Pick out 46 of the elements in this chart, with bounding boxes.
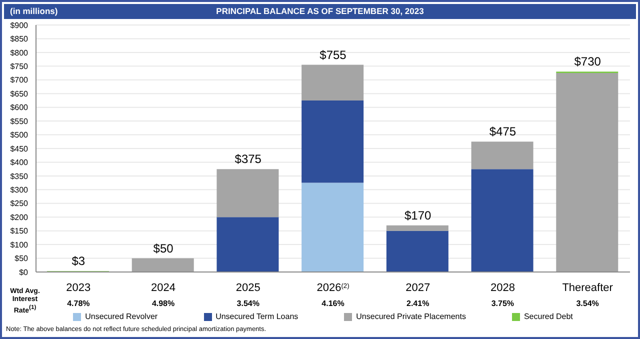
x-tick-label: 2026$^{(2)}$ — [316, 282, 350, 294]
y-tick-label: $650 — [10, 89, 29, 98]
legend-label: Unsecured Term Loans — [216, 312, 298, 321]
total-label: $755 — [320, 48, 347, 62]
y-tick-label: $0 — [19, 268, 29, 277]
x-tick-label: Thereafter — [562, 282, 614, 294]
y-tick-label: $850 — [10, 34, 29, 44]
total-label: $170 — [404, 208, 432, 222]
y-tick-label: $400 — [10, 158, 29, 168]
total-label: $50 — [153, 241, 174, 256]
y-tick-label: $100 — [10, 240, 29, 250]
total-label: $375 — [234, 152, 262, 166]
y-tick-label: $250 — [10, 199, 29, 208]
total-label: $475 — [489, 124, 516, 139]
total-label: $730 — [574, 54, 602, 69]
total-label: $3 — [72, 254, 86, 268]
legend-label: Unsecured Private Placements — [356, 312, 466, 321]
y-tick-label: $800 — [10, 48, 29, 58]
y-tick-label: $150 — [10, 226, 29, 236]
text: 4.78% — [67, 299, 90, 308]
legend-label: Unsecured Revolver — [85, 312, 158, 321]
y-tick-label: $450 — [10, 144, 29, 154]
x-tick-label: 2028 — [490, 282, 515, 294]
text: 4.98% — [152, 299, 175, 308]
y-tick-label: $600 — [10, 103, 29, 112]
y-tick-label: $900 — [10, 20, 29, 30]
text: 2.41% — [406, 299, 430, 308]
text: 3.54% — [236, 299, 260, 308]
y-tick-label: $50 — [14, 254, 29, 264]
text: 4.16% — [322, 299, 344, 308]
x-tick-label: 2023 — [66, 282, 91, 294]
y-tick-label: $700 — [10, 76, 29, 85]
text: 3.75% — [491, 299, 514, 308]
text: 3.54% — [576, 299, 599, 308]
y-tick-label: $500 — [10, 130, 29, 140]
y-tick-label: $200 — [10, 212, 29, 222]
x-tick-label: 2025 — [236, 282, 260, 294]
y-tick-label: $350 — [10, 172, 29, 181]
chart-title: PRINCIPAL BALANCE AS OF SEPTEMBER 30, 2023 — [216, 6, 424, 16]
x-tick-label: 2027 — [406, 282, 430, 294]
y-tick-label: $550 — [10, 116, 29, 126]
y-axis-title: (in millions) — [10, 6, 58, 16]
legend-label: Secured Debt — [524, 312, 573, 321]
y-tick-label: $750 — [10, 62, 29, 72]
y-tick-label: $300 — [10, 186, 29, 195]
x-tick-label: 2024 — [151, 282, 176, 294]
